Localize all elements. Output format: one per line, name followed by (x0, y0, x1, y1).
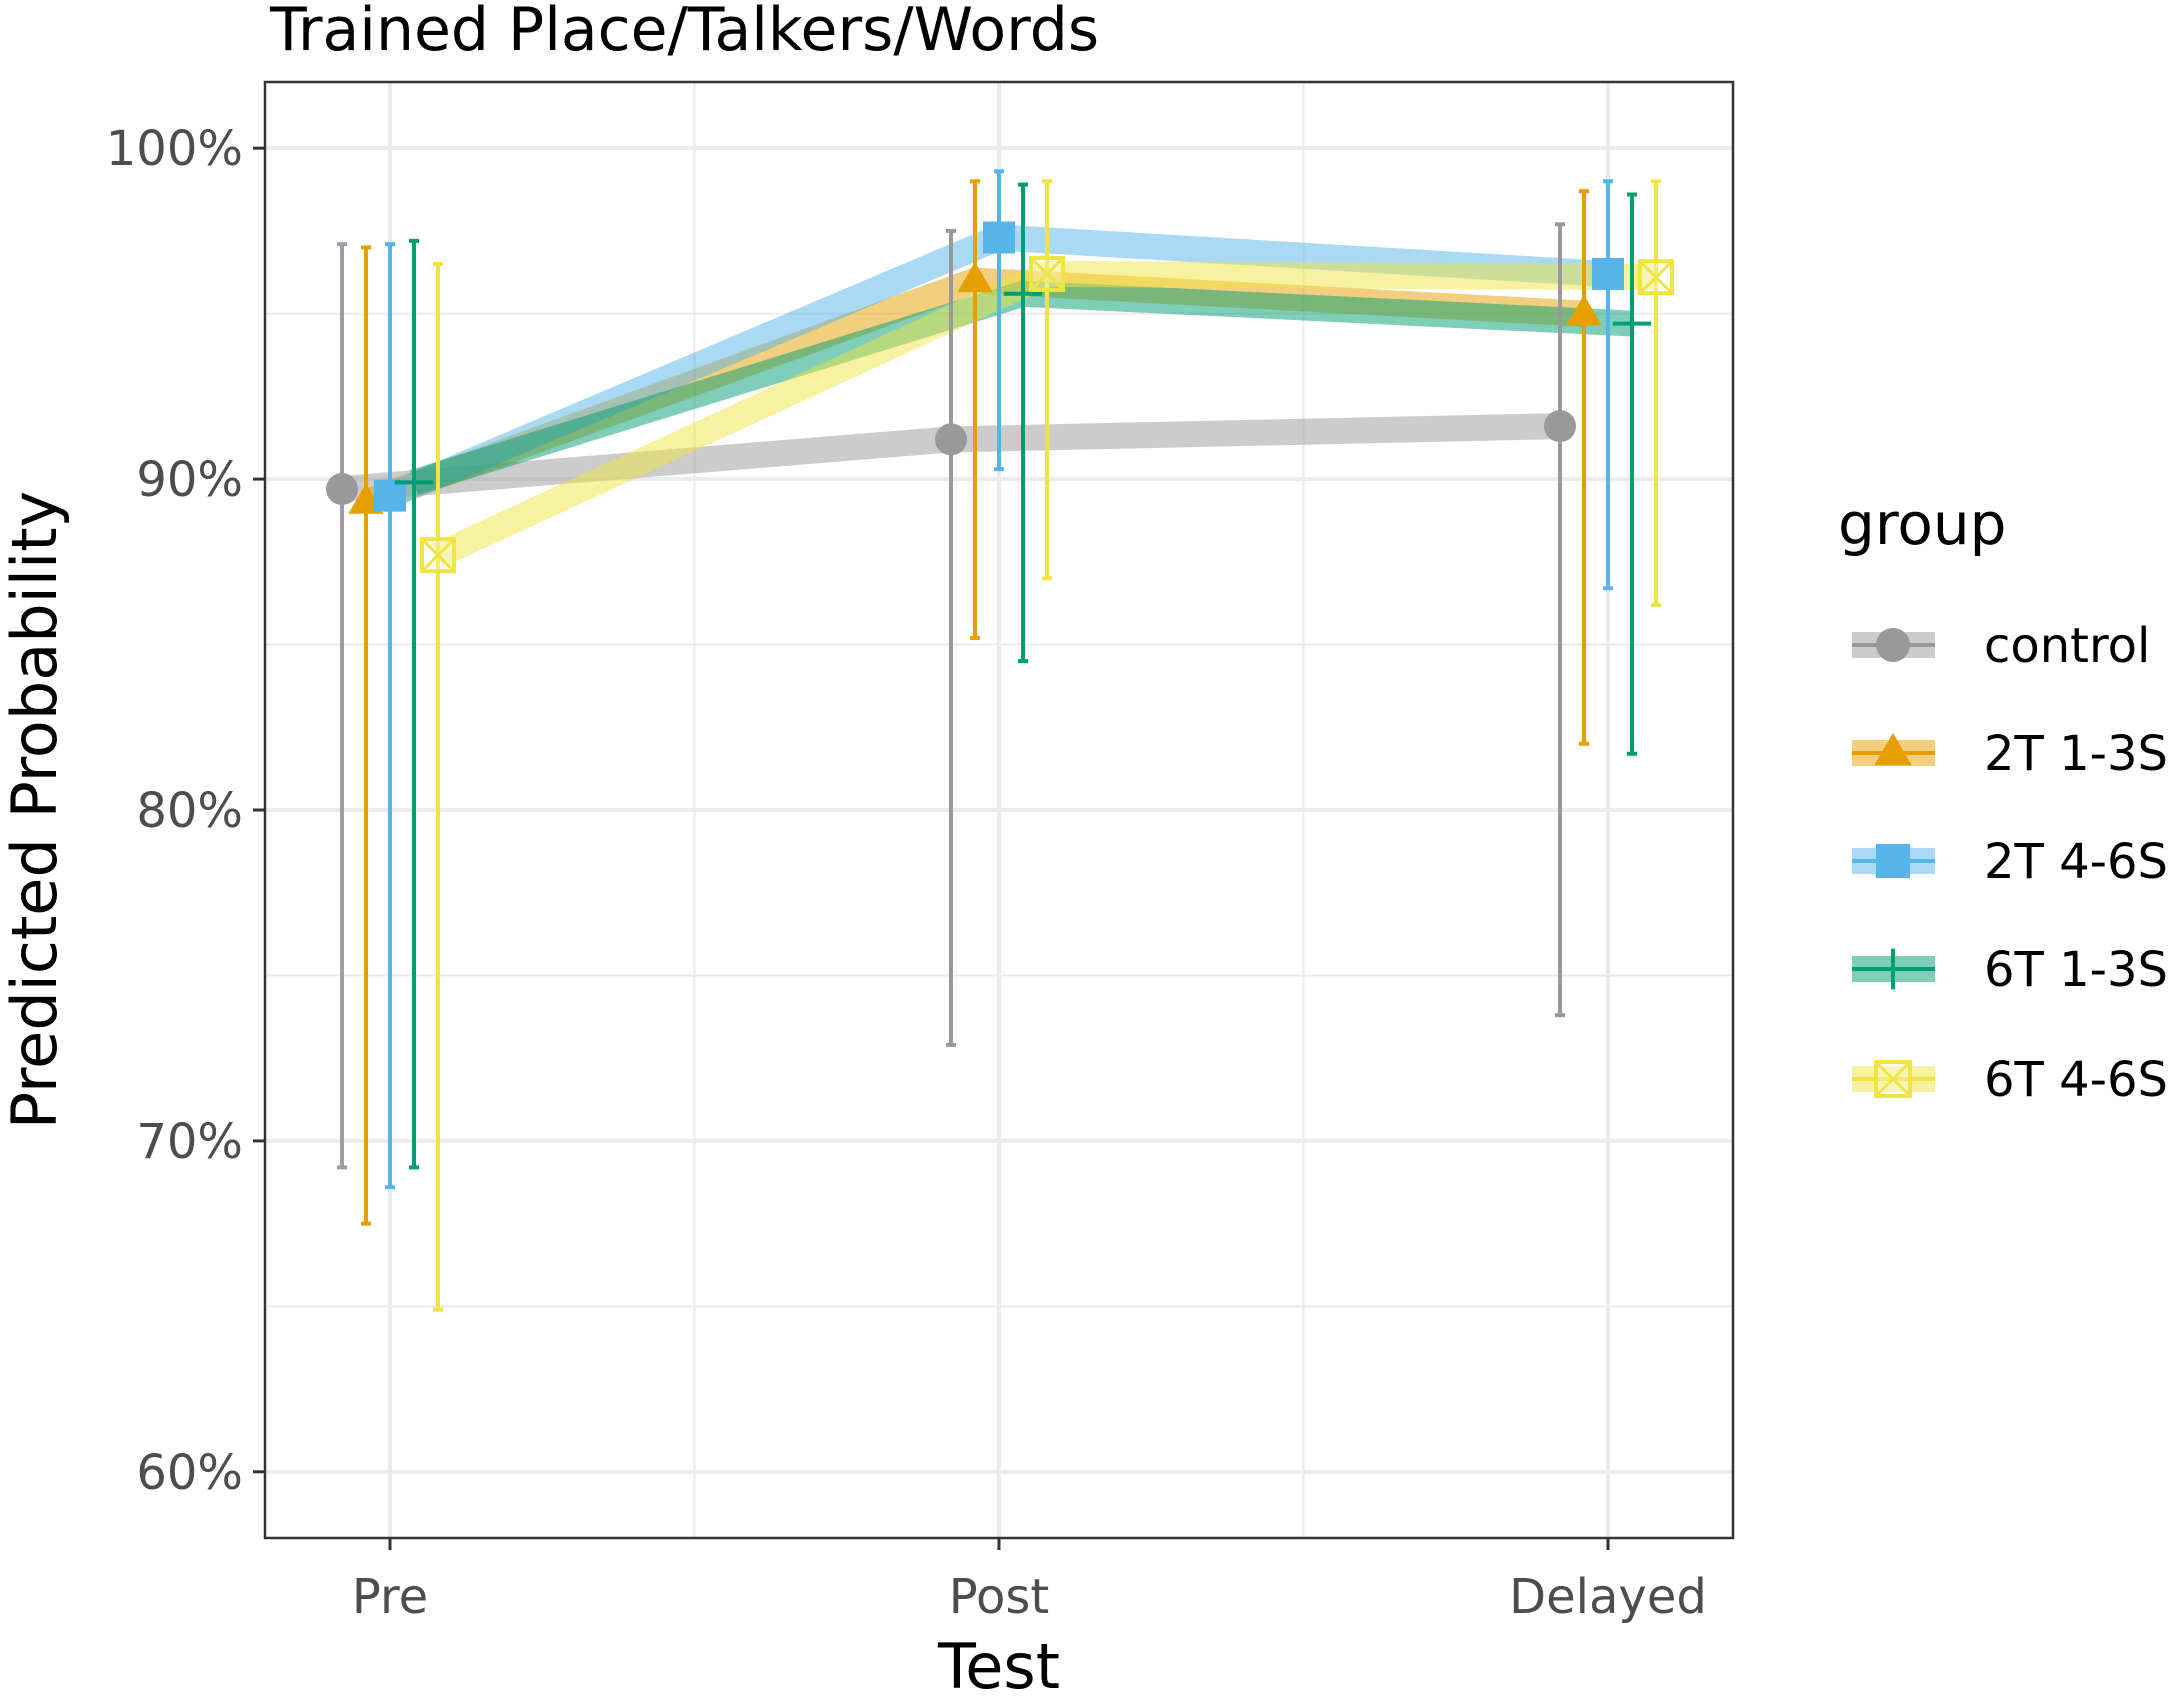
data-point (1876, 628, 1910, 662)
series-points (326, 221, 1674, 574)
legend: control 2T 1-3S 2T 4-6S 6T 1-3S 6T 4-6S (1852, 618, 2168, 1108)
legend-label: 2T 1-3S (1984, 726, 2168, 782)
data-point (1876, 844, 1910, 878)
error-bar (1579, 189, 1589, 746)
error-bar (385, 242, 395, 1190)
legend-item: control (1852, 618, 2150, 674)
data-point (1872, 948, 1914, 990)
x-axis-title: Test (937, 1630, 1060, 1699)
point-marker (935, 423, 967, 456)
data-point (983, 221, 1015, 254)
error-bar (1627, 192, 1637, 756)
point-marker (1566, 294, 1602, 326)
error-bar (361, 245, 371, 1226)
y-tick-label: 60% (136, 1445, 243, 1501)
point-marker (326, 473, 358, 506)
chart-title: Trained Place/Talkers/Words (269, 0, 1099, 65)
data-point (326, 473, 358, 506)
y-tick-label: 100% (106, 121, 243, 177)
error-bar (1651, 179, 1661, 607)
data-point (394, 463, 434, 502)
point-marker (420, 538, 456, 573)
x-tick-label: Pre (352, 1569, 428, 1625)
point-marker (1876, 628, 1910, 662)
point-marker (374, 479, 406, 512)
plot-panel-border (263, 80, 1735, 1540)
error-bar (409, 238, 419, 1170)
point-marker (957, 261, 993, 293)
legend-title: group (1838, 490, 2006, 558)
y-tick-label: 80% (136, 783, 243, 839)
point-marker (1638, 260, 1674, 295)
data-point (957, 261, 993, 293)
point-marker (1874, 732, 1912, 766)
y-tick-labels: 60% 70% 80% 90% 100% (106, 121, 265, 1501)
data-point (1566, 294, 1602, 326)
data-point (935, 423, 967, 456)
point-marker (1029, 256, 1065, 291)
point-marker (1592, 257, 1624, 290)
data-point (1029, 255, 1065, 292)
y-axis-title: Predicted Probability (0, 491, 71, 1130)
error-bars (337, 169, 1661, 1312)
data-point (374, 479, 406, 512)
point-marker (1876, 844, 1910, 878)
legend-label: 2T 4-6S (1984, 834, 2168, 890)
data-point (1638, 259, 1674, 296)
x-tick-labels: Pre Post Delayed (352, 1538, 1707, 1625)
legend-label: control (1984, 618, 2150, 674)
legend-item: 2T 4-6S (1852, 834, 2168, 890)
error-bar (1018, 182, 1028, 664)
data-point (1612, 304, 1652, 343)
data-point (420, 537, 456, 574)
point-marker (983, 221, 1015, 254)
data-point (1874, 732, 1912, 766)
error-bar (1042, 179, 1052, 581)
data-point (1592, 257, 1624, 290)
x-tick-label: Delayed (1509, 1569, 1707, 1625)
data-point (1544, 410, 1576, 443)
error-bar (1603, 179, 1613, 591)
error-bar (1555, 222, 1565, 1018)
legend-item: 6T 4-6S (1852, 1052, 2168, 1108)
error-bar (970, 179, 980, 640)
error-bar (337, 242, 347, 1170)
error-bar (433, 262, 443, 1312)
error-bar (994, 169, 1004, 472)
legend-item: 2T 1-3S (1852, 726, 2168, 782)
data-point (1874, 1060, 1912, 1098)
legend-label: 6T 4-6S (1984, 1052, 2168, 1108)
y-tick-label: 70% (136, 1114, 243, 1170)
data-point (1003, 274, 1043, 313)
x-tick-label: Post (949, 1569, 1049, 1625)
legend-label: 6T 1-3S (1984, 942, 2168, 998)
y-tick-label: 90% (136, 452, 243, 508)
point-marker (1874, 1060, 1912, 1098)
legend-item: 6T 1-3S (1852, 942, 2168, 998)
point-marker (1544, 410, 1576, 443)
error-bar (946, 228, 956, 1047)
